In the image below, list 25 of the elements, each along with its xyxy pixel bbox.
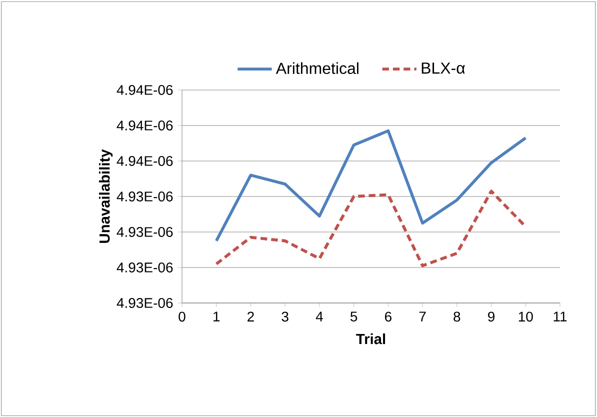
- y-tick-label: 4.94E-06: [116, 85, 173, 95]
- y-tick-label: 4.93E-06: [116, 227, 173, 237]
- y-axis-title: Unavailability: [98, 149, 113, 243]
- x-tick-label: 0: [178, 312, 186, 322]
- y-tick-label: 4.93E-06: [116, 298, 173, 308]
- legend-label: Arithmetical: [276, 62, 358, 74]
- legend-label: BLX-α: [422, 62, 465, 74]
- x-tick-label: 7: [419, 312, 426, 322]
- x-tick-label: 4: [316, 312, 323, 322]
- x-tick-label: 2: [248, 312, 254, 322]
- y-tick-label: 4.94E-06: [116, 120, 173, 130]
- x-tick-label: 6: [385, 312, 392, 322]
- line-series: [214, 129, 528, 242]
- x-tick-label: 11: [554, 312, 567, 322]
- y-tick-label: 4.93E-06: [116, 192, 173, 202]
- y-tick-label: 4.93E-06: [116, 262, 173, 272]
- x-tick-label: 1: [214, 312, 220, 322]
- x-tick-label: 3: [282, 312, 288, 322]
- x-axis-title: Trial: [356, 333, 386, 344]
- x-tick-label: 8: [454, 312, 460, 322]
- x-tick-label: 10: [518, 312, 533, 322]
- x-tick-label: 5: [350, 312, 358, 322]
- x-tick-label: 9: [488, 312, 494, 322]
- line-series: [214, 190, 528, 268]
- y-tick-label: 4.94E-06: [116, 156, 173, 166]
